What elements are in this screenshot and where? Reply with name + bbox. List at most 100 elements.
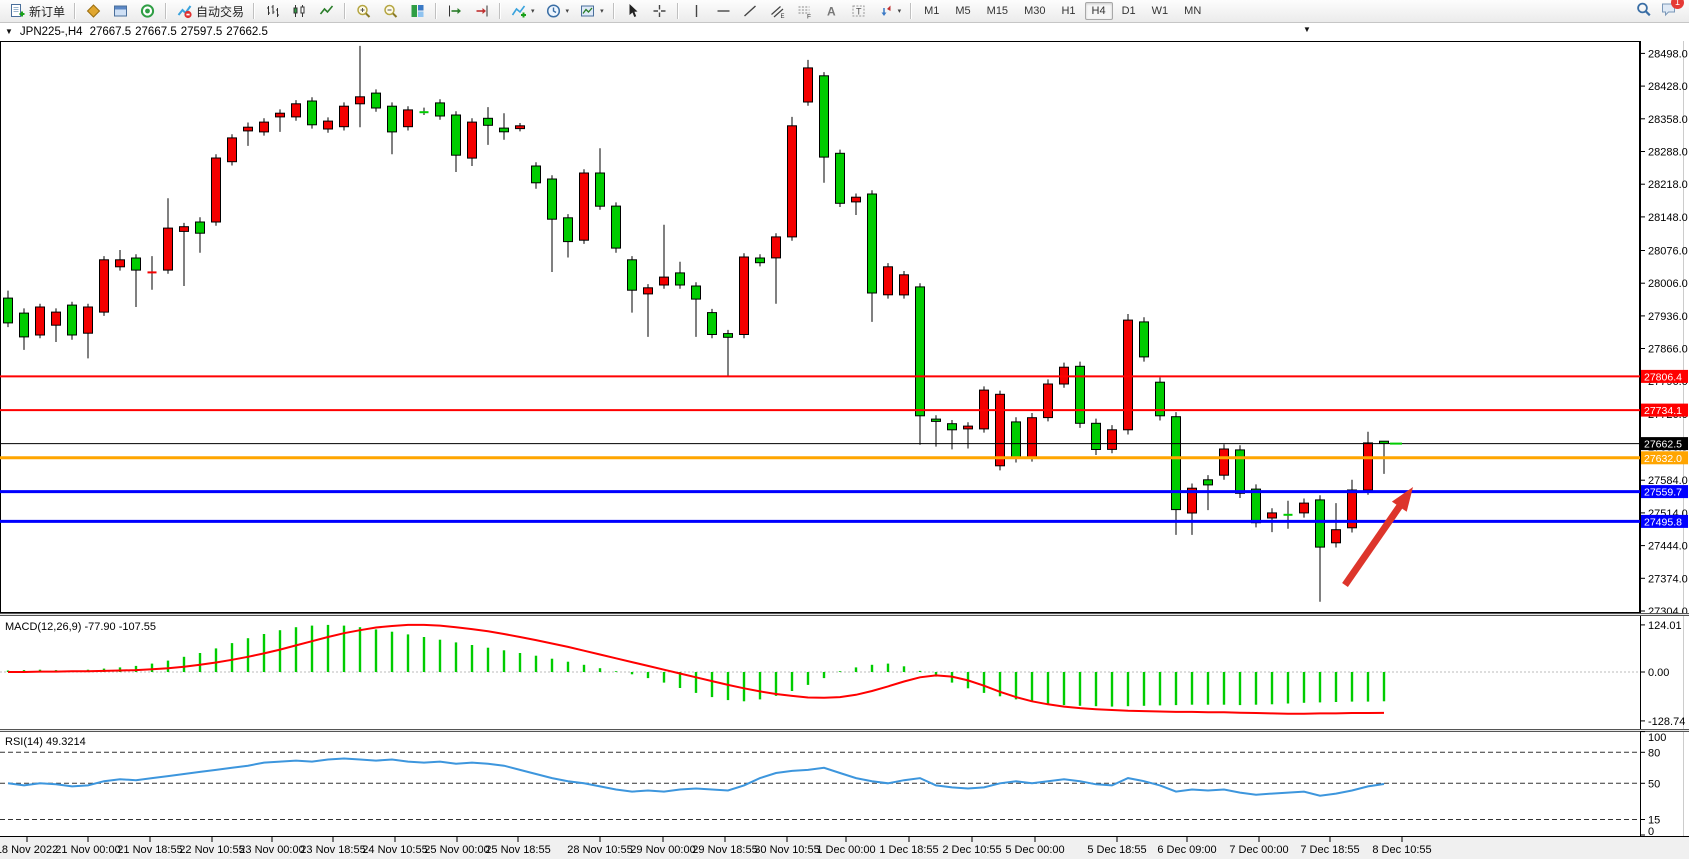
price-line-label: 27495.8 <box>1641 514 1688 528</box>
channel-button[interactable]: E <box>765 1 790 21</box>
candle-body <box>1171 416 1181 511</box>
search-button[interactable] <box>1635 1 1652 22</box>
horizontal-line-button[interactable] <box>711 1 736 21</box>
dropdown-caret-icon: ▾ <box>600 8 604 15</box>
chat-button[interactable]: 1 <box>1660 0 1684 22</box>
candle-body <box>211 157 221 223</box>
trendline-button[interactable] <box>738 1 763 21</box>
panel-separator[interactable] <box>0 613 1689 616</box>
macd-axis-label: 0.00 <box>1648 667 1669 679</box>
cursor-button[interactable] <box>620 1 645 21</box>
price-tick-label: 27304.0 <box>1648 606 1688 618</box>
time-tick-label: 6 Dec 09:00 <box>1157 844 1216 856</box>
time-tick-label: 5 Dec 18:55 <box>1087 844 1146 856</box>
new-chart-button[interactable] <box>81 1 106 21</box>
candlestick-chart-button[interactable] <box>287 1 312 21</box>
candle-body <box>1347 489 1357 529</box>
period-button-mn[interactable]: MN <box>1177 2 1208 20</box>
candle-body <box>467 121 477 159</box>
profiles-icon <box>112 3 129 19</box>
candle-body <box>787 125 797 238</box>
candle-body <box>3 297 13 324</box>
candle-body <box>371 92 381 109</box>
zoom-out-button[interactable] <box>378 1 403 21</box>
candle-body <box>323 120 333 130</box>
line-chart-button[interactable] <box>314 1 339 21</box>
toolbar-overflow-chevron[interactable]: ▼ <box>1303 25 1311 34</box>
time-tick-label: 18 Nov 2022 <box>0 844 58 856</box>
candle-body <box>99 259 109 313</box>
profiles-button[interactable] <box>108 1 133 21</box>
new-order-button[interactable]: 新订单 <box>5 1 69 22</box>
time-tick-label: 5 Dec 00:00 <box>1005 844 1064 856</box>
panel-separator[interactable] <box>0 729 1689 732</box>
period-button-m1[interactable]: M1 <box>917 2 946 20</box>
period-button-m5[interactable]: M5 <box>948 2 977 20</box>
candle-body <box>963 425 973 430</box>
toolbar-separator <box>435 3 438 19</box>
rsi-axis-label: 50 <box>1648 778 1660 790</box>
period-button-m15[interactable]: M15 <box>980 2 1015 20</box>
price-tick-label: 28358.0 <box>1648 114 1688 126</box>
candle-body <box>1075 365 1085 424</box>
candle-body <box>563 217 573 243</box>
new-order-icon <box>9 3 26 19</box>
time-tick-label: 7 Dec 18:55 <box>1300 844 1359 856</box>
candle-body <box>115 259 125 268</box>
toolbar-button-label: 新订单 <box>29 4 66 19</box>
new-chart-icon <box>85 3 102 19</box>
period-button-h4[interactable]: H4 <box>1084 2 1113 20</box>
candle-body <box>595 172 605 207</box>
period-button-w1[interactable]: W1 <box>1145 2 1176 20</box>
chart-shift-button[interactable] <box>469 1 494 21</box>
price-tick-label: 28288.0 <box>1648 147 1688 159</box>
candle-body <box>499 127 509 133</box>
toolbar-separator <box>499 3 502 19</box>
text-button[interactable]: A <box>819 1 844 21</box>
candle-body <box>387 105 397 133</box>
bar-chart-button[interactable] <box>260 1 285 21</box>
templates-button[interactable]: ▾ <box>575 1 608 21</box>
period-button-d1[interactable]: D1 <box>1115 2 1143 20</box>
vertical-line-button[interactable] <box>684 1 709 21</box>
label-button[interactable]: T <box>846 1 871 21</box>
symbol-title: JPN225-,H4 <box>19 25 83 38</box>
candle-body <box>1091 422 1101 450</box>
chart-info-bar: ▼ JPN225-,H4 27667.5 27667.5 27597.5 276… <box>0 23 1689 40</box>
rsi-line <box>7 757 1385 797</box>
svg-text:27806.4: 27806.4 <box>1644 371 1682 383</box>
collapse-chart-icon[interactable]: ▼ <box>5 27 13 36</box>
period-button-h1[interactable]: H1 <box>1054 2 1082 20</box>
auto-scroll-button[interactable] <box>442 1 467 21</box>
auto-scroll-icon <box>446 3 463 19</box>
templates-icon <box>579 3 596 19</box>
candle-body <box>1155 381 1165 417</box>
candle-body <box>131 257 141 271</box>
data-window-button[interactable] <box>135 1 160 21</box>
candle-body <box>1123 319 1133 431</box>
chart-area: 28498.0 28428.0 28358.0 28288.0 28218.0 28148… <box>0 40 1689 859</box>
candle-body <box>931 418 941 422</box>
candle-body <box>35 306 45 336</box>
candle-body <box>179 226 189 232</box>
toolbar-group <box>350 0 431 22</box>
time-tick-label: 21 Nov 18:55 <box>117 844 182 856</box>
crosshair-button[interactable] <box>647 1 672 21</box>
arrows-button[interactable]: ▾ <box>873 1 906 21</box>
autotrading-button[interactable]: 自动交易 <box>172 1 248 22</box>
fibonacci-button[interactable]: F <box>792 1 817 21</box>
ohlc-close: 27662.5 <box>226 25 268 38</box>
candle-body <box>627 259 637 291</box>
trend-arrow-annotation[interactable] <box>1342 487 1413 587</box>
candle-body <box>1043 383 1053 419</box>
price-tick-label: 27584.0 <box>1648 475 1688 487</box>
candle-body <box>1107 429 1117 450</box>
candle-body <box>739 256 749 335</box>
indicators-button[interactable]: ▾ <box>506 1 539 21</box>
tile-windows-button[interactable] <box>405 1 430 21</box>
periods-button[interactable]: ▾ <box>541 1 574 21</box>
period-button-m30[interactable]: M30 <box>1017 2 1052 20</box>
macd-axis-label: 124.01 <box>1648 620 1682 632</box>
zoom-in-button[interactable] <box>351 1 376 21</box>
